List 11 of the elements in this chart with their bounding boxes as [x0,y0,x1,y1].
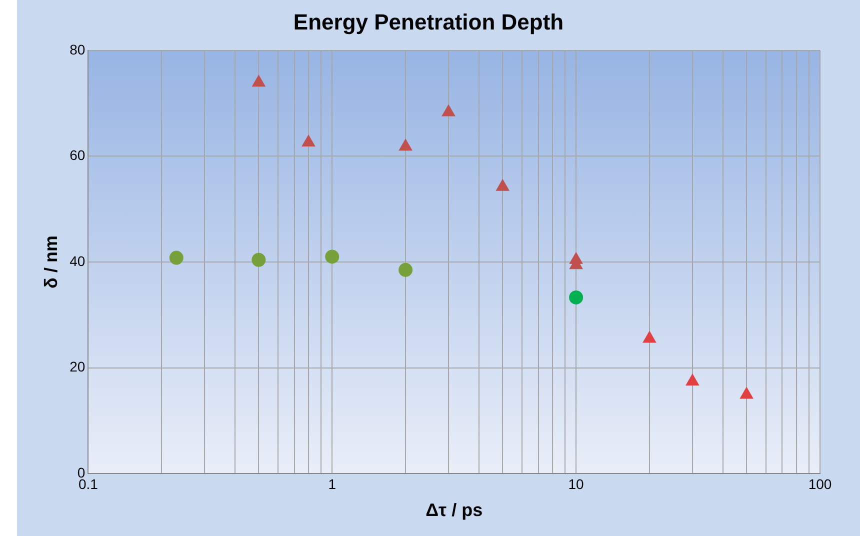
x-tick-label: 100 [808,476,832,492]
y-tick-label: 80 [70,41,86,58]
chart-title: Energy Penetration Depth [293,9,564,34]
y-axis-title: δ / nm [40,236,61,288]
y-tick-label: 20 [70,358,86,375]
y-tick-label: 0 [77,464,86,480]
x-tick-label: 10 [568,476,584,492]
x-axis-title: Δτ / ps [426,500,483,520]
y-tick-label: 60 [70,147,86,164]
x-tick-label: 1 [328,476,336,492]
y-tick-label: 40 [70,252,86,269]
